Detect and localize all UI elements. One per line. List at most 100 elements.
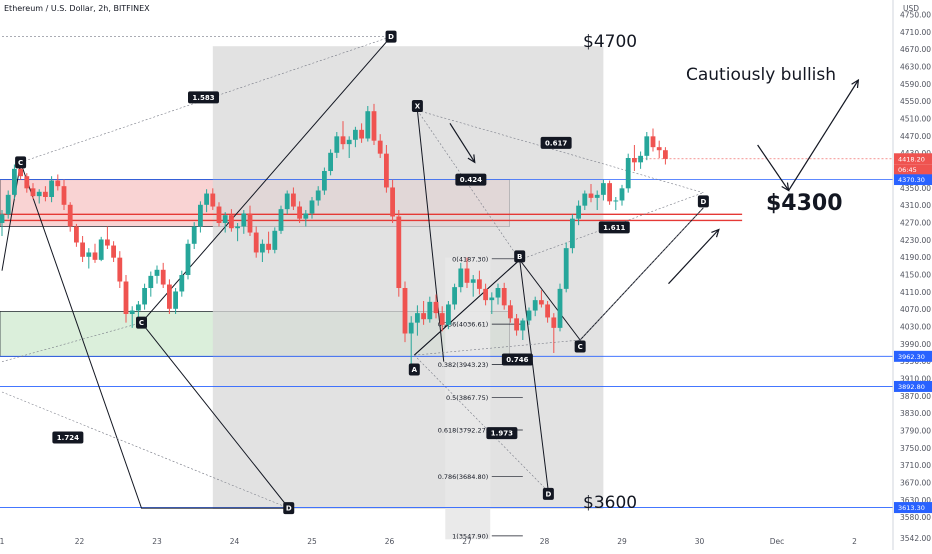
candle-body[interactable] (123, 281, 129, 315)
candle-body[interactable] (284, 193, 290, 210)
candle-body[interactable] (464, 268, 470, 283)
candle-body[interactable] (563, 248, 569, 289)
candle-body[interactable] (297, 206, 302, 219)
candle-body[interactable] (656, 147, 662, 151)
candle-body[interactable] (644, 136, 650, 156)
candle-body[interactable] (272, 230, 278, 250)
candle-body[interactable] (253, 232, 259, 253)
candle-body[interactable] (303, 213, 309, 219)
candle-body[interactable] (247, 213, 253, 233)
candle-body[interactable] (421, 313, 426, 320)
candle-body[interactable] (408, 322, 414, 334)
candle-body[interactable] (545, 304, 550, 318)
candle-body[interactable] (309, 200, 315, 214)
candle-body[interactable] (61, 186, 67, 205)
candle-body[interactable] (129, 310, 135, 314)
candle-body[interactable] (433, 301, 439, 314)
candle-body[interactable] (74, 226, 79, 243)
candle-body[interactable] (353, 129, 358, 140)
candle-body[interactable] (117, 257, 123, 282)
candle-body[interactable] (576, 205, 581, 219)
candle-body[interactable] (322, 171, 327, 191)
candle-body[interactable] (396, 216, 402, 289)
candle-body[interactable] (477, 279, 482, 289)
candle-body[interactable] (483, 288, 488, 301)
candle-body[interactable] (210, 193, 216, 207)
candle-body[interactable] (92, 252, 98, 260)
candle-body[interactable] (452, 287, 457, 305)
candle-body[interactable] (514, 318, 519, 331)
candle-body[interactable] (278, 209, 284, 231)
candle-body[interactable] (86, 252, 92, 257)
candle-body[interactable] (532, 300, 538, 311)
candle-body[interactable] (154, 269, 160, 276)
candle-body[interactable] (570, 218, 575, 249)
candle-body[interactable] (18, 168, 23, 177)
candle-body[interactable] (365, 111, 371, 139)
candle-body[interactable] (588, 193, 594, 198)
candle-body[interactable] (520, 320, 526, 331)
candle-body[interactable] (67, 204, 73, 227)
candle-body[interactable] (198, 204, 203, 227)
candle-body[interactable] (526, 310, 532, 321)
candle-body[interactable] (49, 180, 54, 197)
candle-body[interactable] (98, 239, 104, 260)
candle-body[interactable] (216, 206, 222, 223)
candle-body[interactable] (167, 284, 172, 309)
candle-body[interactable] (501, 288, 507, 306)
candle-body[interactable] (204, 193, 209, 205)
candle-body[interactable] (632, 158, 637, 163)
candle-body[interactable] (384, 153, 389, 188)
candle-body[interactable] (650, 136, 656, 148)
candle-body[interactable] (111, 245, 116, 258)
candle-body[interactable] (0, 214, 5, 223)
candle-body[interactable] (340, 136, 346, 145)
candle-body[interactable] (446, 304, 451, 325)
candle-body[interactable] (148, 275, 154, 288)
candle-body[interactable] (315, 190, 321, 201)
candle-body[interactable] (415, 313, 420, 323)
candle-body[interactable] (439, 313, 445, 325)
candle-body[interactable] (359, 129, 364, 139)
candle-body[interactable] (601, 183, 606, 195)
candle-body[interactable] (24, 176, 30, 189)
candle-body[interactable] (495, 288, 501, 298)
candle-body[interactable] (105, 239, 110, 246)
candle-body[interactable] (663, 150, 668, 159)
candle-body[interactable] (427, 301, 433, 320)
candle-body[interactable] (241, 213, 247, 227)
candle-body[interactable] (539, 300, 544, 305)
candle-body[interactable] (43, 191, 48, 197)
candle-body[interactable] (557, 288, 563, 328)
candle-body[interactable] (222, 215, 228, 223)
candle-body[interactable] (470, 279, 476, 283)
candle-body[interactable] (346, 139, 352, 145)
candle-body[interactable] (334, 136, 340, 153)
candle-body[interactable] (607, 183, 612, 202)
candle-body[interactable] (229, 215, 234, 229)
candle-body[interactable] (371, 111, 377, 141)
candle-body[interactable] (489, 297, 495, 301)
candle-body[interactable] (390, 187, 395, 217)
candle-body[interactable] (160, 269, 166, 285)
candle-body[interactable] (136, 304, 141, 311)
candle-body[interactable] (80, 242, 85, 257)
candle-body[interactable] (30, 188, 36, 197)
candle-body[interactable] (594, 194, 600, 198)
candle-body[interactable] (551, 317, 557, 328)
candle-body[interactable] (377, 140, 383, 154)
candle-body[interactable] (36, 191, 42, 197)
candle-body[interactable] (191, 226, 197, 244)
candle-body[interactable] (402, 288, 408, 334)
candle-body[interactable] (235, 226, 240, 229)
candle-body[interactable] (5, 194, 11, 215)
candle-body[interactable] (291, 193, 296, 207)
candle-body[interactable] (508, 305, 513, 319)
candle-body[interactable] (613, 200, 619, 202)
candle-body[interactable] (179, 275, 185, 292)
candle-body[interactable] (142, 288, 147, 305)
candle-body[interactable] (328, 152, 333, 171)
candle-body[interactable] (619, 188, 625, 201)
candle-body[interactable] (638, 155, 643, 163)
